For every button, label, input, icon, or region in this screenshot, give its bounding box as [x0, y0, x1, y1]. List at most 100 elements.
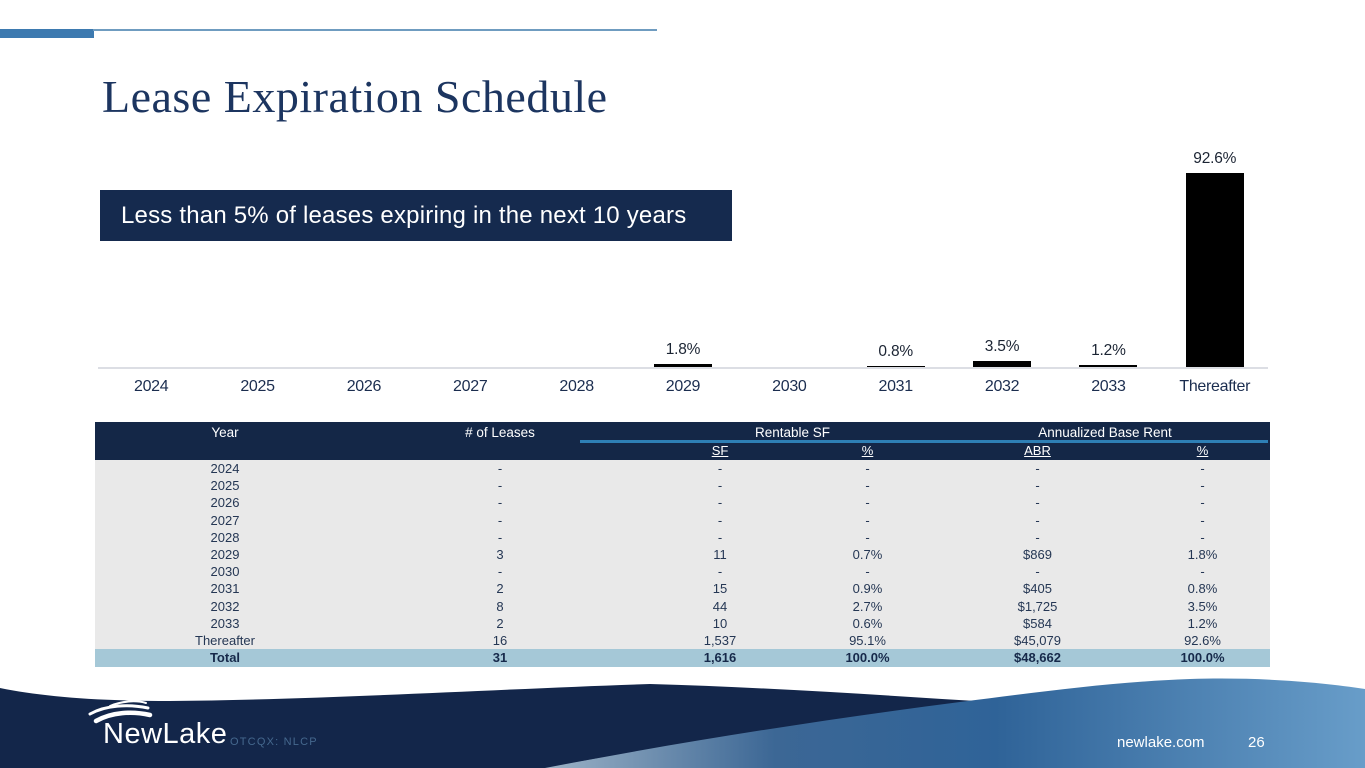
table-cell: - — [717, 564, 723, 580]
table-header-row: Year # of Leases Rentable SF Annualized … — [95, 422, 1270, 443]
subheader-abr-pct: % — [1196, 443, 1209, 458]
x-axis-tick-label: 2028 — [559, 378, 594, 395]
table-cell: - — [717, 478, 723, 494]
website-link[interactable]: newlake.com — [1117, 734, 1205, 751]
table-cell: 2.7% — [852, 598, 883, 614]
table-row: 2031 2 15 0.9% $405 0.8% — [95, 580, 1270, 598]
table-cell: - — [717, 461, 723, 476]
table-cell: $869 — [1023, 546, 1052, 562]
chart-x-axis-line — [98, 367, 1268, 369]
chart-bar-column — [523, 140, 629, 368]
bar-data-label: 92.6% — [1193, 149, 1237, 167]
subheader-sf-pct: % — [861, 443, 874, 458]
table-cell: 2 — [496, 581, 504, 597]
table-cell: - — [497, 495, 503, 511]
header-group-rentable-sf: Rentable SF — [754, 425, 831, 440]
bar — [1079, 365, 1138, 368]
table-cell: 0.9% — [852, 581, 883, 597]
bar — [653, 364, 712, 368]
newlake-wordmark: NewLake — [103, 718, 228, 750]
subheader-empty-1 — [95, 443, 355, 460]
table-cell: 1.8% — [1187, 546, 1218, 562]
x-axis-tick-label: 2024 — [133, 378, 169, 395]
x-axis-tick-label: Thereafter — [1179, 378, 1251, 395]
lease-expiration-table: Year # of Leases Rentable SF Annualized … — [95, 422, 1270, 668]
header-underline — [580, 440, 1268, 443]
gradient-wave — [545, 678, 1365, 768]
table-cell: - — [1035, 495, 1040, 511]
table-cell: 44 — [712, 598, 728, 614]
table-cell: - — [1200, 495, 1205, 511]
table-cell: - — [717, 512, 723, 528]
table-cell: - — [1200, 512, 1205, 528]
chart-bar-column: 0.8% — [843, 140, 949, 368]
table-cell: - — [1035, 461, 1040, 476]
x-axis-tick-label: 2029 — [665, 378, 701, 395]
table-cell: 2026 — [210, 495, 240, 511]
table-row: 2025 - - - - - — [95, 477, 1270, 495]
table-cell: - — [1035, 478, 1040, 494]
top-accent-line — [93, 29, 657, 31]
table-cell: - — [1035, 529, 1040, 545]
table-row: 2032 8 44 2.7% $1,725 3.5% — [95, 597, 1270, 615]
header-year: Year — [211, 425, 239, 440]
chart-bar-column — [204, 140, 310, 368]
x-axis-tick-label: 2032 — [984, 378, 1020, 395]
newlake-logo: NewLake — [80, 700, 320, 760]
table-cell: 10 — [712, 615, 728, 631]
table-cell: - — [865, 529, 870, 545]
table-cell: 2027 — [210, 512, 240, 528]
table-row: 2026 - - - - - — [95, 494, 1270, 512]
x-axis-tick-label: 2033 — [1091, 378, 1126, 395]
table-cell: - — [865, 512, 870, 528]
chart-bar-column — [417, 140, 523, 368]
bar — [973, 360, 1032, 368]
table-row: 2024 - - - - - — [95, 460, 1270, 478]
table-cell: $1,725 — [1017, 598, 1058, 614]
table-cell: 2031 — [210, 581, 240, 597]
bar-data-label: 3.5% — [984, 337, 1020, 355]
table-cell: - — [717, 529, 723, 545]
callout-text: Less than 5% of leases expiring in the n… — [121, 201, 687, 229]
x-axis-tick-label: 2027 — [453, 378, 488, 395]
table-cell: - — [865, 461, 870, 476]
table-cell: 3 — [496, 546, 504, 562]
table-cell: $405 — [1023, 581, 1052, 597]
total-cell: 100.0% — [1180, 650, 1225, 666]
table-row: 2030 - - - - - — [95, 563, 1270, 581]
total-cell: $48,662 — [1014, 650, 1061, 666]
lease-expiration-bar-chart: 1.8% 0.8% 3.5% 1.2% 92.6% — [98, 140, 1268, 368]
subheader-empty-2 — [355, 443, 645, 460]
x-axis-tick-label: 2031 — [878, 378, 913, 395]
x-axis-tick-label: 2025 — [240, 378, 275, 395]
navy-wave — [0, 684, 1155, 768]
newlake-wave-icon — [88, 700, 153, 724]
chart-bar-column: 1.2% — [1055, 140, 1161, 368]
table-cell: 2030 — [210, 564, 240, 580]
footer-wave-graphic — [0, 678, 1365, 768]
bar-data-label: 1.8% — [665, 341, 701, 359]
table-cell: 2 — [496, 615, 504, 631]
table-cell: - — [865, 495, 870, 511]
table-cell: - — [1200, 529, 1205, 545]
table-cell: - — [497, 512, 503, 528]
table-cell: 2024 — [210, 461, 240, 476]
table-cell: 0.7% — [852, 546, 883, 562]
table-row: 2029 3 11 0.7% $869 1.8% — [95, 545, 1270, 564]
x-axis-tick-label: 2030 — [772, 378, 807, 395]
table-cell: 15 — [712, 581, 728, 597]
table-cell: - — [1200, 478, 1205, 494]
header-num-leases: # of Leases — [465, 425, 535, 440]
chart-bar-column — [98, 140, 204, 368]
table-cell: 3.5% — [1187, 598, 1218, 614]
table-row: Thereafter 16 1,537 95.1% $45,079 92.6% — [95, 631, 1270, 650]
table-cell: Thereafter — [195, 632, 255, 648]
page-number: 26 — [1248, 734, 1265, 751]
table-body: 2024- - - - -2025- - - - -2026- - - - -2027- - - - -2028… — [95, 460, 1270, 650]
table-cell: 2028 — [210, 529, 240, 545]
table-cell: $584 — [1023, 615, 1052, 631]
table-cell: 92.6% — [1184, 632, 1221, 648]
chart-bar-column — [736, 140, 842, 368]
table-cell: - — [717, 495, 723, 511]
table-cell: 2029 — [210, 546, 240, 562]
